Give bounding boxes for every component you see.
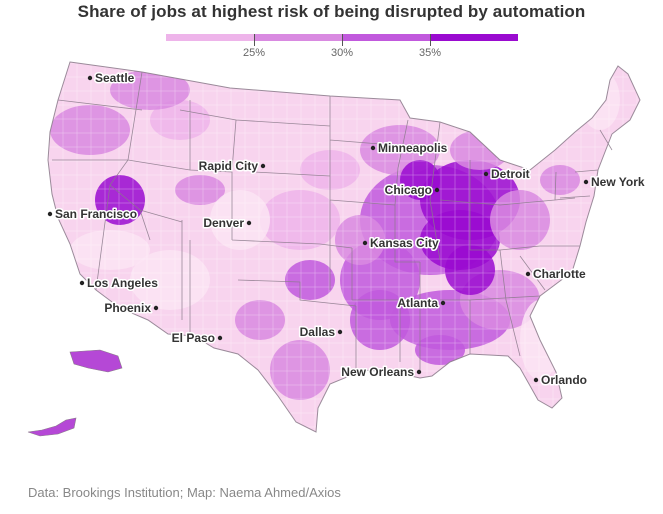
legend-swatch-1 (166, 34, 254, 41)
state-border-lines (52, 71, 613, 372)
city-label: Charlotte (533, 267, 586, 281)
city-label: Orlando (541, 373, 587, 387)
city-dot (370, 145, 376, 151)
city-dot (47, 211, 53, 217)
city-label: El Paso (172, 331, 215, 345)
legend-tick (342, 34, 343, 46)
city-dot (260, 163, 266, 169)
city-dot (217, 335, 223, 341)
city-dot (483, 171, 489, 177)
city-dot (525, 271, 531, 277)
alaska-shape (69, 349, 123, 373)
city-dot (583, 179, 589, 185)
color-legend: 25% 30% 35% (166, 34, 518, 64)
city-dot (337, 329, 343, 335)
source-credit: Data: Brookings Institution; Map: Naema … (28, 485, 341, 500)
us-county-map: Seattle Minneapolis Rapid City Detroit New Y… (27, 61, 646, 437)
city-label: Detroit (491, 167, 530, 181)
city-dot (79, 280, 85, 286)
city-dot (362, 240, 368, 246)
city-dot (434, 187, 440, 193)
state-borders (47, 61, 641, 433)
map-title: Share of jobs at highest risk of being d… (77, 2, 586, 21)
legend-swatch-2 (254, 34, 342, 41)
city-label: Minneapolis (378, 141, 448, 155)
city-dot (440, 300, 446, 306)
city-label: Rapid City (199, 159, 259, 173)
legend-swatch-4 (430, 34, 518, 41)
city-dot (153, 305, 159, 311)
legend-tick (430, 34, 431, 46)
city-label: Atlanta (397, 296, 438, 310)
city-label: Chicago (385, 183, 432, 197)
hawaii (27, 417, 77, 437)
city-dot (87, 75, 93, 81)
legend-tick (254, 34, 255, 46)
city-label: San Francisco (55, 207, 137, 221)
city-dot (246, 220, 252, 226)
city-label: Denver (203, 216, 244, 230)
city-label: New Orleans (341, 365, 414, 379)
alaska (69, 349, 123, 373)
legend-swatch-3 (342, 34, 430, 41)
legend-label-30: 30% (330, 47, 354, 59)
city-label: New York (591, 175, 645, 189)
city-dot (533, 377, 539, 383)
city-label: Phoenix (104, 301, 151, 315)
city-label: Kansas City (370, 236, 439, 250)
legend-label-25: 25% (242, 47, 266, 59)
city-label: Dallas (300, 325, 336, 339)
city-label: Los Angeles (87, 276, 158, 290)
city-markers: Seattle Minneapolis Rapid City Detroit New Y… (47, 70, 646, 389)
city-dot (416, 369, 422, 375)
hawaii-shape (27, 417, 77, 437)
city-label: Seattle (95, 71, 135, 85)
legend-label-35: 35% (418, 47, 442, 59)
